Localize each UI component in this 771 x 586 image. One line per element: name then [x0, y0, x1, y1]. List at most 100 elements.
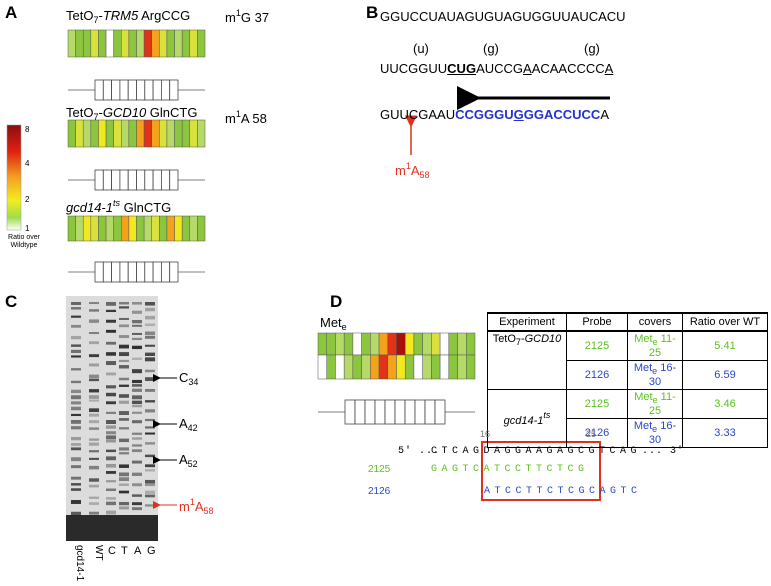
gel-band — [132, 357, 142, 360]
heat-cell — [121, 119, 130, 148]
subscript: e — [652, 366, 658, 376]
modification: m1G 37 — [225, 9, 269, 25]
gel-bands — [71, 302, 155, 516]
heat-cell — [67, 215, 76, 242]
superscript: 1 — [235, 109, 241, 119]
heat-cell — [352, 332, 362, 356]
gel-band — [89, 319, 99, 323]
heat-cell — [378, 332, 389, 356]
gel-band — [106, 425, 116, 429]
gel-band — [145, 409, 155, 413]
trna-box — [111, 261, 121, 283]
trna-box — [384, 399, 396, 425]
text: m — [225, 111, 236, 126]
trna-box — [111, 79, 121, 101]
text: gcd14-1 — [503, 415, 544, 427]
probe-site: GGACCUCC — [523, 107, 601, 122]
gel-band — [89, 496, 99, 499]
gel-band — [119, 452, 129, 455]
gel-band — [132, 302, 142, 305]
heat-cell — [466, 332, 476, 356]
text: C — [179, 370, 189, 385]
gel-band — [119, 302, 129, 305]
text: Met — [634, 391, 653, 403]
gel-band — [145, 464, 155, 468]
trna-box — [102, 169, 113, 191]
variant: (u) — [413, 41, 429, 56]
gel-band — [106, 411, 116, 414]
trna-box — [354, 399, 366, 425]
gel-band — [145, 483, 155, 487]
panel-label: B — [366, 3, 379, 22]
gel-band — [89, 413, 99, 417]
subscript: 52 — [187, 459, 198, 469]
trna-box — [144, 79, 154, 101]
gel-band — [71, 389, 81, 394]
gel-band — [119, 427, 129, 430]
subscript: 58 — [419, 170, 430, 180]
heat-cell — [98, 119, 107, 148]
header-cell: Experiment — [487, 312, 567, 332]
heat-cell — [317, 354, 327, 380]
subscript: e — [652, 424, 658, 434]
gel-band — [145, 504, 155, 507]
gel-band — [106, 510, 116, 515]
gel-band — [132, 404, 142, 408]
heat-cell — [143, 215, 152, 242]
gel-band — [89, 438, 99, 441]
heat-cell — [326, 332, 336, 356]
heat-cell — [457, 332, 467, 356]
heat-cell — [189, 29, 198, 58]
sequence-line: GGUCCUAUAGUGUAGUGGUUAUCACU — [380, 9, 626, 24]
gel-band — [145, 315, 155, 320]
gel-band — [89, 450, 99, 453]
superscript: 1 — [189, 497, 195, 507]
gel-band — [145, 302, 155, 306]
gel-band — [106, 361, 116, 366]
text: ACAACCCC — [531, 61, 605, 76]
gel-band — [71, 324, 81, 328]
gel-band — [145, 454, 155, 458]
subscript: 7 — [515, 337, 521, 347]
experiment: gcd14-1ts — [487, 389, 567, 448]
probe: 2126 — [566, 418, 628, 448]
heat-cell — [378, 354, 389, 380]
heat-cell — [197, 215, 206, 242]
text: Met — [633, 420, 653, 432]
heat-cell — [166, 29, 175, 58]
trna-box — [102, 261, 113, 283]
heat-cell — [174, 119, 183, 148]
gel-band — [106, 385, 116, 389]
heat-cell — [181, 215, 191, 242]
trna-box — [169, 169, 179, 191]
gel-band — [145, 307, 155, 312]
gel-band — [71, 483, 81, 486]
text: ArgCCG — [138, 8, 191, 23]
gel-band — [71, 488, 81, 491]
gel-band — [89, 399, 99, 402]
trna-box — [424, 399, 436, 425]
gel-band — [145, 494, 155, 498]
gel-band — [89, 395, 99, 399]
trna-box — [136, 169, 146, 191]
gel-band — [145, 389, 155, 392]
gel-band — [89, 354, 99, 358]
heat-cell — [159, 119, 168, 148]
heat-cell — [143, 29, 152, 58]
heat-cell — [159, 29, 168, 58]
trna-box — [144, 169, 154, 191]
heat-cell — [113, 215, 122, 242]
heat-cell — [422, 354, 432, 380]
gel-band — [145, 432, 155, 435]
gel-band — [89, 341, 99, 345]
gel-band — [119, 306, 129, 309]
gel-bottom — [66, 515, 158, 541]
heat-cell — [105, 29, 114, 58]
trna-box — [127, 79, 137, 101]
heat-cell — [121, 29, 130, 58]
trna-box — [127, 261, 137, 283]
heat-cell — [105, 215, 114, 242]
gene: TRM5 — [102, 8, 139, 23]
lane-label: G — [147, 545, 156, 557]
heat-cell — [121, 215, 130, 242]
